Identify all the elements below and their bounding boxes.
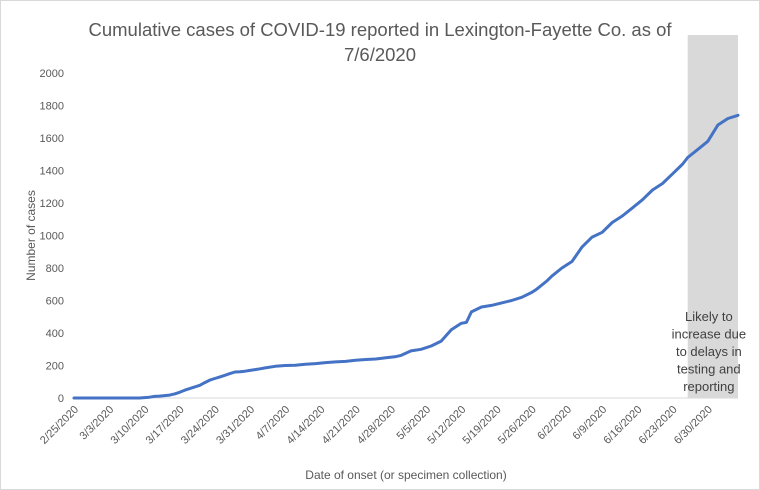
x-tick-label: 4/28/2020 — [355, 404, 398, 447]
y-tick-label: 1600 — [40, 133, 64, 145]
shaded-annotation-line: Likely to — [685, 309, 733, 324]
y-tick-label: 600 — [46, 296, 64, 308]
series-line — [72, 113, 740, 400]
x-tick-label: 5/26/2020 — [496, 404, 539, 447]
y-tick-label: 1400 — [40, 166, 64, 178]
shaded-annotation-line: to delays in — [676, 344, 742, 359]
y-tick-label: 1800 — [40, 101, 64, 113]
y-tick-label: 2000 — [40, 68, 64, 80]
y-tick-label: 1000 — [40, 231, 64, 243]
chart-title-line-1: Cumulative cases of COVID-19 reported in… — [88, 19, 672, 40]
shaded-annotation-line: increase due — [672, 327, 746, 342]
shaded-annotation-line: reporting — [683, 379, 734, 394]
chart-title-line-2: 7/6/2020 — [343, 44, 416, 65]
shaded-region — [687, 35, 738, 398]
y-axis-label: Number of cases — [24, 190, 38, 281]
chart-title: Cumulative cases of COVID-19 reported in… — [1, 17, 759, 67]
y-tick-label: 800 — [46, 263, 64, 275]
x-tick-label: 6/2/2020 — [535, 404, 574, 443]
y-tick-label: 0 — [58, 393, 64, 405]
shaded-annotation-line: testing and — [677, 362, 741, 377]
x-axis-label: Date of onset (or specimen collection) — [305, 468, 506, 482]
y-tick-label: 1200 — [40, 198, 64, 210]
y-tick-label: 200 — [46, 361, 64, 373]
x-tick-label: 6/30/2020 — [672, 404, 715, 447]
y-tick-label: 400 — [46, 328, 64, 340]
x-tick-label: 3/31/2020 — [214, 404, 257, 447]
x-tick-label: 2/25/2020 — [38, 404, 81, 447]
